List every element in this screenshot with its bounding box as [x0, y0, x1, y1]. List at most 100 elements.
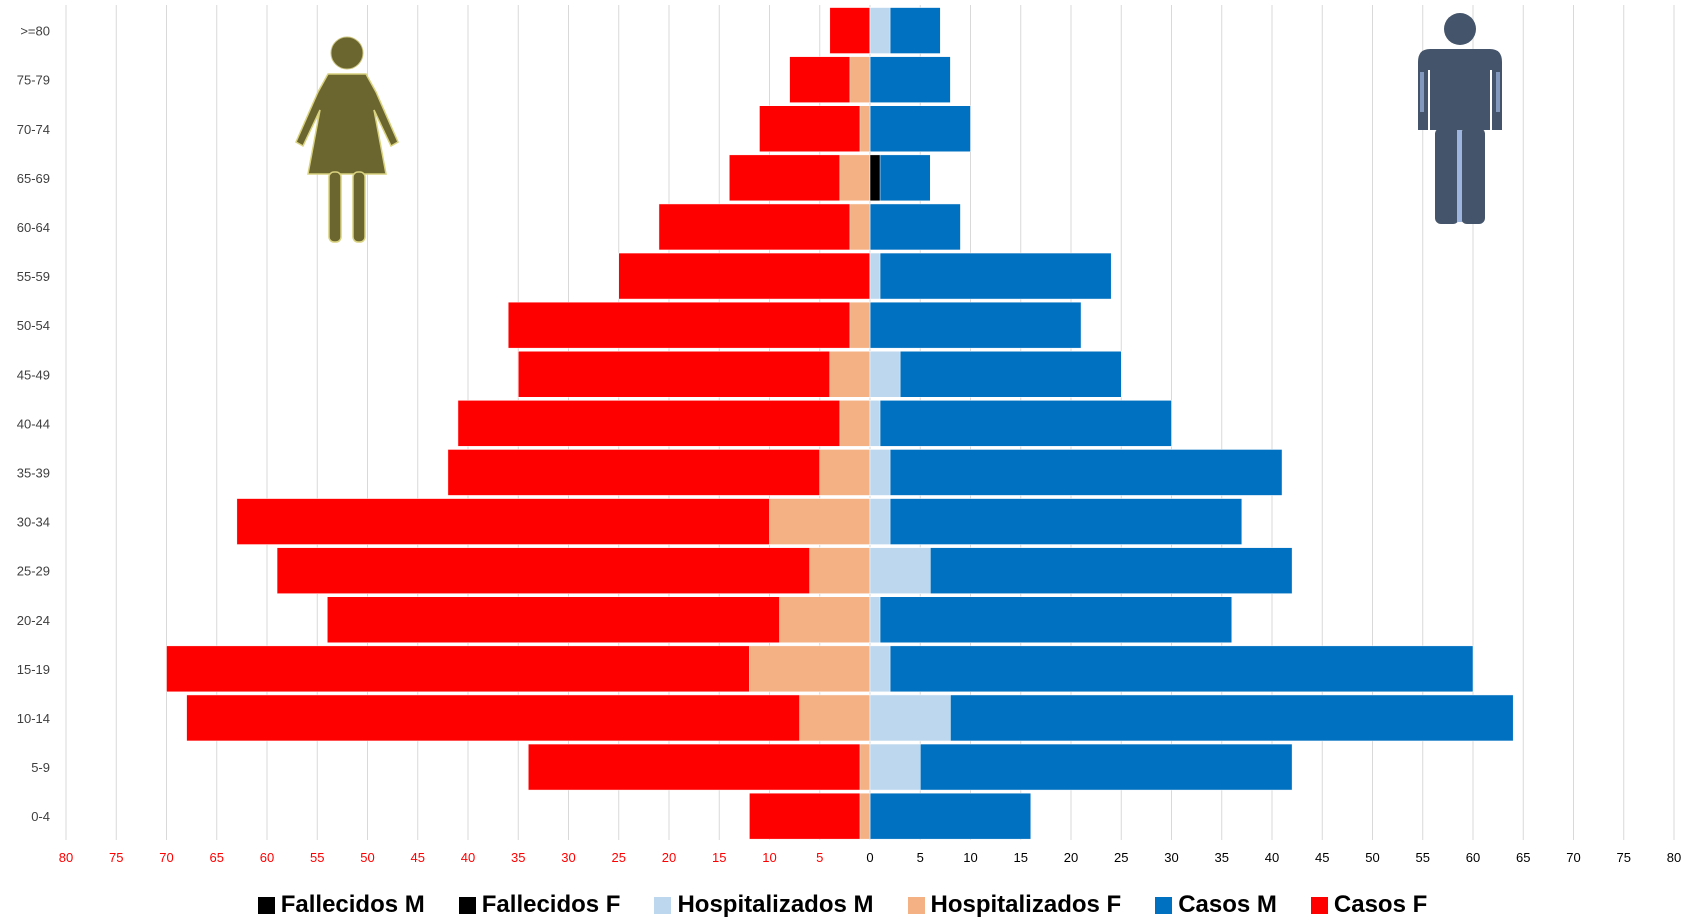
x-tick-label: 30: [561, 850, 575, 865]
x-tick-label: 75: [109, 850, 123, 865]
bar-casos-m: [869, 596, 1233, 643]
bar-hospitalizados-m: [869, 596, 881, 643]
bar-casos-m: [869, 56, 951, 103]
bar-hospitalizados-m: [869, 400, 881, 447]
legend-item: Hospitalizados M: [654, 891, 874, 919]
y-tick-label: 60-64: [17, 220, 50, 235]
y-tick-label: 50-54: [17, 318, 50, 333]
bar-casos-m: [869, 498, 1243, 545]
legend-swatch: [907, 896, 925, 914]
bar-hospitalizados-f: [749, 645, 871, 693]
bar-casos-f: [618, 252, 871, 300]
legend-item: Casos M: [1155, 891, 1277, 919]
bar-hospitalizados-m: [869, 449, 891, 496]
bar-hospitalizados-m: [869, 547, 931, 594]
bar-casos-f: [759, 105, 871, 152]
x-tick-label: 55: [310, 850, 324, 865]
legend-label: Fallecidos F: [481, 891, 621, 918]
y-tick-label: >=80: [20, 24, 50, 39]
legend-swatch: [654, 896, 672, 914]
legend-swatch: [1155, 896, 1173, 914]
legend-swatch: [1310, 896, 1328, 914]
x-tick-label: 40: [1265, 850, 1279, 865]
bar-hospitalizados-f: [859, 105, 871, 152]
y-tick-label: 70-74: [17, 122, 50, 137]
x-tick-label: 10: [762, 850, 776, 865]
bar-hospitalizados-f: [849, 56, 871, 103]
chart-legend: Fallecidos M Fallecidos F Hospitalizados M…: [0, 888, 1685, 922]
bar-casos-m: [869, 351, 1122, 398]
bar-casos-f: [186, 694, 871, 742]
legend-label: Casos M: [1178, 891, 1277, 918]
bar-casos-m: [869, 449, 1283, 496]
bar-casos-m: [869, 252, 1112, 300]
x-tick-label: 5: [816, 850, 823, 865]
y-tick-label: 0-4: [31, 809, 50, 824]
x-tick-label: 45: [1315, 850, 1329, 865]
x-tick-label: 35: [1215, 850, 1229, 865]
bar-casos-f: [276, 547, 871, 594]
bar-hospitalizados-f: [839, 400, 871, 447]
bar-casos-f: [749, 792, 871, 840]
legend-item: Casos F: [1310, 891, 1428, 919]
y-tick-label: 30-34: [17, 515, 50, 530]
bar-hospitalizados-f: [849, 301, 871, 349]
bar-casos-m: [869, 694, 1514, 742]
y-tick-label: 10-14: [17, 711, 50, 726]
x-axis-tick-labels: 80 75 70 65 60 55 50 45 40 35 30 25 20 15 10 5 0 5 10 15 20 2…: [59, 850, 1681, 865]
x-tick-label: 55: [1416, 850, 1430, 865]
bar-hospitalizados-f: [769, 498, 871, 545]
y-tick-label: 40-44: [17, 416, 50, 431]
x-tick-label: 45: [411, 850, 425, 865]
bar-casos-m: [869, 203, 961, 251]
bar-hospitalizados-m: [869, 351, 901, 398]
bar-hospitalizados-f: [859, 743, 871, 791]
x-tick-label: 20: [1064, 850, 1078, 865]
legend-swatch: [458, 896, 476, 914]
bar-casos-f: [829, 7, 871, 54]
bar-hospitalizados-m: [869, 694, 951, 742]
x-tick-label: 0: [866, 850, 873, 865]
bar-hospitalizados-m: [869, 498, 891, 545]
bar-casos-f: [457, 400, 871, 447]
x-tick-label: 70: [1566, 850, 1580, 865]
bar-fallecidos-m: [869, 154, 881, 202]
legend-label: Fallecidos M: [280, 891, 425, 918]
bar-casos-f: [528, 743, 871, 791]
bar-hospitalizados-f: [829, 351, 871, 398]
y-tick-label: 15-19: [17, 662, 50, 677]
y-tick-label: 25-29: [17, 564, 50, 579]
y-tick-label: 75-79: [17, 73, 50, 88]
x-tick-label: 35: [511, 850, 525, 865]
x-tick-label: 60: [260, 850, 274, 865]
bar-hospitalizados-f: [779, 596, 871, 643]
x-tick-label: 50: [360, 850, 374, 865]
bar-casos-f: [518, 351, 871, 398]
bar-casos-m: [869, 301, 1082, 349]
bar-casos-m: [869, 547, 1293, 594]
bar-hospitalizados-f: [839, 154, 871, 202]
bar-casos-f: [658, 203, 871, 251]
legend-swatch: [257, 896, 275, 914]
x-tick-label: 80: [1667, 850, 1681, 865]
bar-casos-m: [869, 792, 1032, 840]
legend-label: Casos F: [1333, 891, 1428, 918]
bar-casos-m: [869, 645, 1474, 693]
x-tick-label: 25: [1114, 850, 1128, 865]
bar-hospitalizados-f: [849, 203, 871, 251]
x-tick-label: 60: [1466, 850, 1480, 865]
bar-hospitalizados-m: [869, 252, 881, 300]
legend-item: Fallecidos M: [257, 891, 425, 919]
bar-casos-f: [447, 449, 871, 496]
x-tick-label: 20: [662, 850, 676, 865]
bar-hospitalizados-f: [799, 694, 871, 742]
y-tick-label: 5-9: [31, 760, 50, 775]
x-tick-label: 5: [917, 850, 924, 865]
x-tick-label: 50: [1365, 850, 1379, 865]
x-tick-label: 15: [1014, 850, 1028, 865]
bar-hospitalizados-f: [819, 449, 871, 496]
x-tick-label: 30: [1164, 850, 1178, 865]
bar-hospitalizados-m: [869, 7, 891, 54]
bar-hospitalizados-f: [859, 792, 871, 840]
